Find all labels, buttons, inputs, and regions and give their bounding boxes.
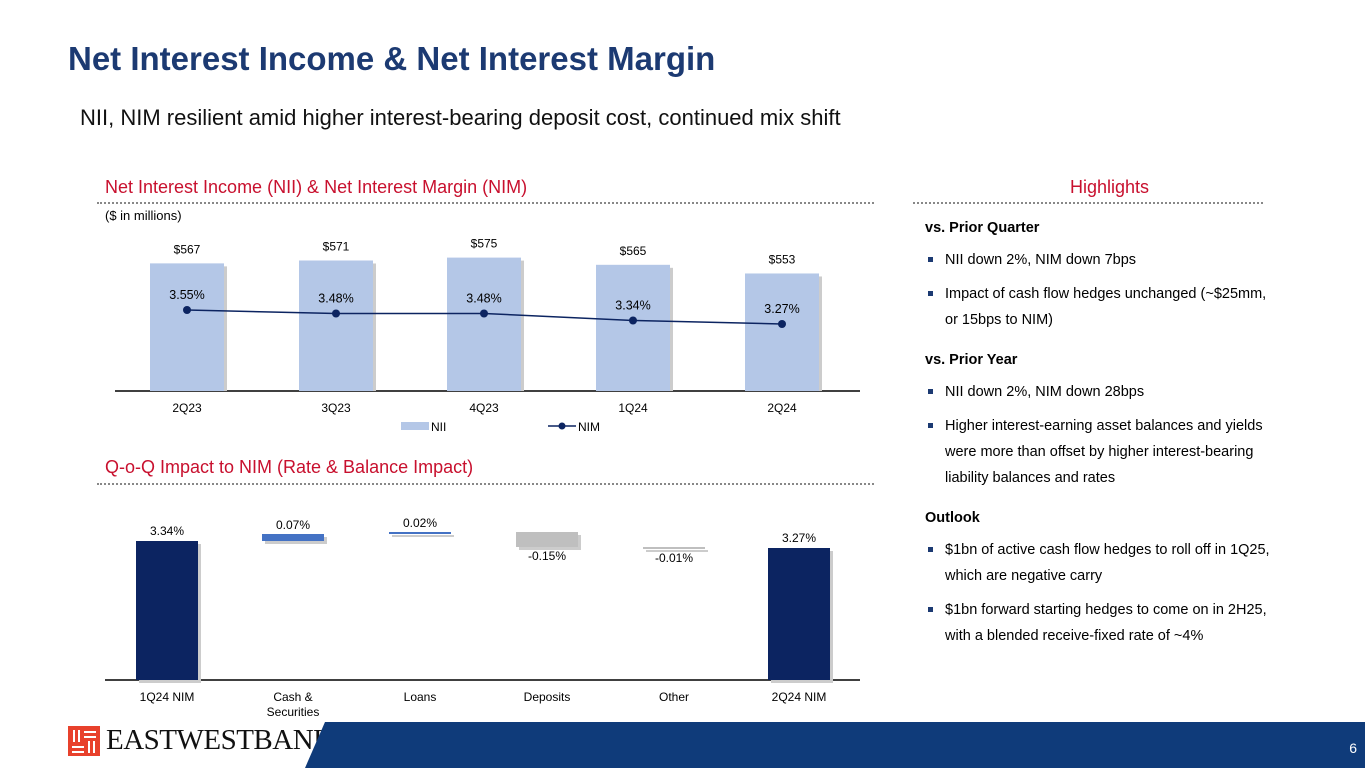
logo-text: EASTWESTBANK	[106, 724, 334, 756]
x-tick-label: 3Q23	[321, 401, 351, 415]
nii-data-label: $571	[323, 239, 350, 253]
divider	[97, 483, 874, 485]
nim-waterfall-chart: 3.34% 1Q24 NIM 0.07% Cash & Securities 0.02% L…	[105, 516, 860, 719]
highlight-bullet: Impact of cash flow hedges unchanged (~$…	[925, 281, 1275, 333]
page-subtitle: NII, NIM resilient amid higher interest-…	[80, 105, 841, 130]
nim-point	[629, 316, 637, 325]
nim-data-label: 3.48%	[466, 292, 501, 306]
nii-data-label: $567	[174, 242, 201, 256]
waterfall-bar	[768, 548, 830, 680]
nii-bar	[299, 260, 373, 391]
nii-data-label: $575	[471, 237, 498, 251]
highlight-section: vs. Prior Quarter NII down 2%, NIM down 7…	[925, 215, 1275, 333]
nim-data-label: 3.48%	[318, 292, 353, 306]
legend-nii-label: NII	[431, 420, 446, 434]
divider	[97, 202, 874, 204]
highlight-section: vs. Prior Year NII down 2%, NIM down 28bp…	[925, 347, 1275, 491]
waterfall-data-label: 0.02%	[403, 516, 437, 530]
waterfall-bar	[262, 534, 324, 541]
waterfall-data-label: 0.07%	[276, 518, 310, 532]
highlights-panel: vs. Prior Quarter NII down 2%, NIM down 7…	[925, 215, 1275, 663]
highlight-heading: vs. Prior Quarter	[925, 220, 1040, 236]
page-number: 6	[1349, 740, 1357, 756]
x-tick-label: 1Q24 NIM	[140, 690, 195, 704]
highlight-bullet: $1bn forward starting hedges to come on …	[925, 597, 1275, 649]
nii-nim-chart: $567 2Q23 $571 3Q23 $575 4Q23 $565 1Q24 $553 2Q24…	[115, 237, 860, 434]
nii-bar	[745, 273, 819, 391]
x-tick-label: 2Q23	[172, 401, 202, 415]
nim-point	[183, 306, 191, 314]
highlight-bullet: $1bn of active cash flow hedges to roll …	[925, 537, 1275, 589]
bar-shadow	[392, 535, 454, 537]
x-tick-label: Cash & Securities	[267, 690, 320, 719]
divider	[913, 202, 1263, 204]
highlight-bullet: Higher interest-earning asset balances a…	[925, 413, 1275, 491]
highlight-bullet: NII down 2%, NIM down 7bps	[925, 247, 1275, 273]
footer-band	[305, 722, 1365, 768]
nii-bar	[447, 257, 521, 391]
units-label: ($ in millions)	[105, 208, 182, 223]
waterfall-bar	[389, 532, 451, 534]
nim-data-label: 3.55%	[169, 288, 204, 302]
nii-data-label: $565	[620, 244, 647, 258]
waterfall-data-label: 3.27%	[782, 531, 816, 545]
east-west-bank-logo: EASTWESTBANK	[68, 724, 334, 757]
waterfall-bar	[516, 532, 578, 547]
x-tick-label: 1Q24	[618, 401, 648, 415]
waterfall-data-label: 3.34%	[150, 524, 184, 538]
highlight-bullet: NII down 2%, NIM down 28bps	[925, 379, 1275, 405]
x-tick-label: Deposits	[524, 690, 571, 704]
waterfall-bar	[136, 541, 198, 680]
highlight-section: Outlook $1bn of active cash flow hedges t…	[925, 505, 1275, 649]
highlights-title: Highlights	[1070, 177, 1150, 197]
waterfall-data-label: -0.01%	[655, 551, 693, 565]
x-tick-label: Loans	[404, 690, 437, 704]
logo-icon	[68, 725, 100, 756]
x-tick-label: 2Q24 NIM	[772, 690, 827, 704]
nii-bar	[150, 263, 224, 391]
highlight-heading: Outlook	[925, 510, 980, 526]
legend-nim-label: NIM	[578, 420, 600, 434]
nim-data-label: 3.34%	[615, 299, 650, 313]
x-tick-label: 2Q24	[767, 401, 797, 415]
waterfall-data-label: -0.15%	[528, 549, 566, 563]
highlight-heading: vs. Prior Year	[925, 352, 1018, 368]
x-tick-label: Other	[659, 690, 689, 704]
nim-point	[480, 309, 488, 318]
nii-bar	[596, 264, 670, 391]
waterfall-chart-title: Q-o-Q Impact to NIM (Rate & Balance Impa…	[105, 457, 474, 477]
bar-shadow	[646, 550, 708, 552]
page-title: Net Interest Income & Net Interest Margi…	[68, 40, 716, 77]
nii-chart-title: Net Interest Income (NII) & Net Interest…	[105, 177, 528, 197]
legend-nii-swatch	[401, 422, 429, 430]
nim-data-label: 3.27%	[764, 302, 799, 316]
nim-point	[778, 320, 786, 328]
nim-point	[332, 309, 340, 318]
legend-nim-marker	[558, 422, 566, 430]
nii-data-label: $553	[769, 252, 796, 266]
waterfall-bar	[643, 547, 705, 549]
x-tick-label: 4Q23	[469, 401, 499, 415]
